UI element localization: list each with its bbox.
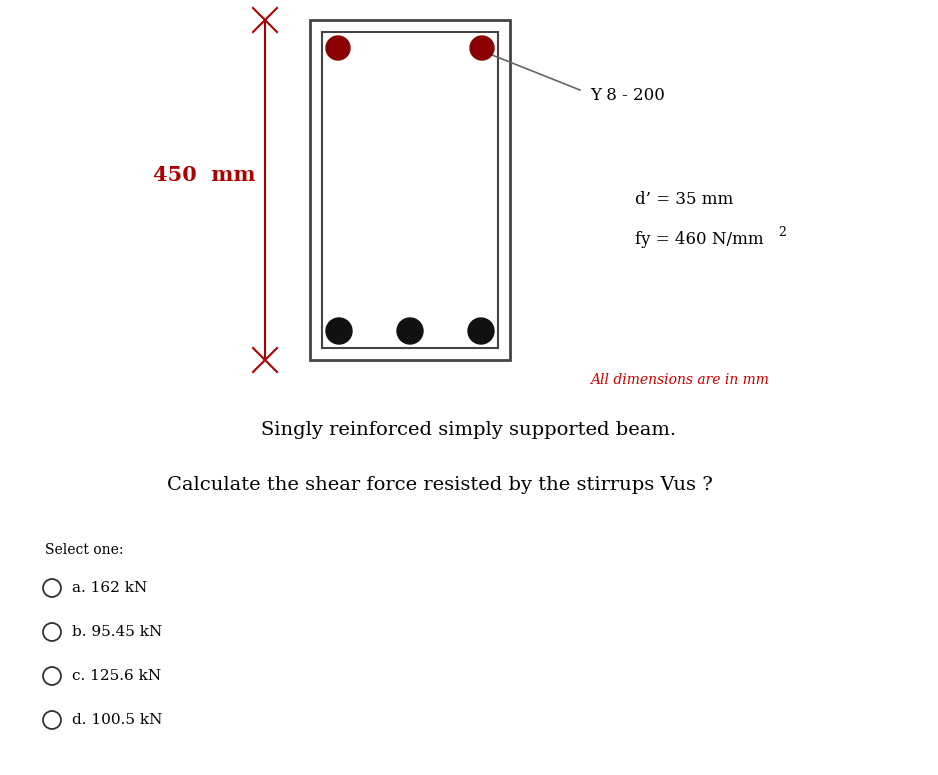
Circle shape [397, 318, 423, 344]
Circle shape [326, 318, 352, 344]
Circle shape [326, 36, 350, 60]
Text: Select one:: Select one: [45, 543, 124, 557]
Text: c. 125.6 kN: c. 125.6 kN [72, 669, 161, 683]
Text: All dimensions are in mm: All dimensions are in mm [590, 373, 769, 387]
Text: fy = 460 N/mm: fy = 460 N/mm [635, 232, 764, 249]
Text: 2: 2 [778, 226, 786, 239]
Circle shape [470, 36, 494, 60]
Bar [322, 32, 498, 348]
Text: d’ = 35 mm: d’ = 35 mm [635, 191, 734, 208]
Text: b. 95.45 kN: b. 95.45 kN [72, 625, 162, 639]
Text: d. 100.5 kN: d. 100.5 kN [72, 713, 162, 727]
Text: Calculate the shear force resisted by the stirrups Vus ?: Calculate the shear force resisted by th… [167, 476, 713, 494]
Text: Singly reinforced simply supported beam.: Singly reinforced simply supported beam. [262, 421, 676, 439]
Bar [310, 20, 510, 360]
Text: 450  mm: 450 mm [153, 165, 255, 185]
Circle shape [468, 318, 494, 344]
Text: a. 162 kN: a. 162 kN [72, 581, 147, 595]
Text: Y 8 - 200: Y 8 - 200 [590, 87, 665, 104]
